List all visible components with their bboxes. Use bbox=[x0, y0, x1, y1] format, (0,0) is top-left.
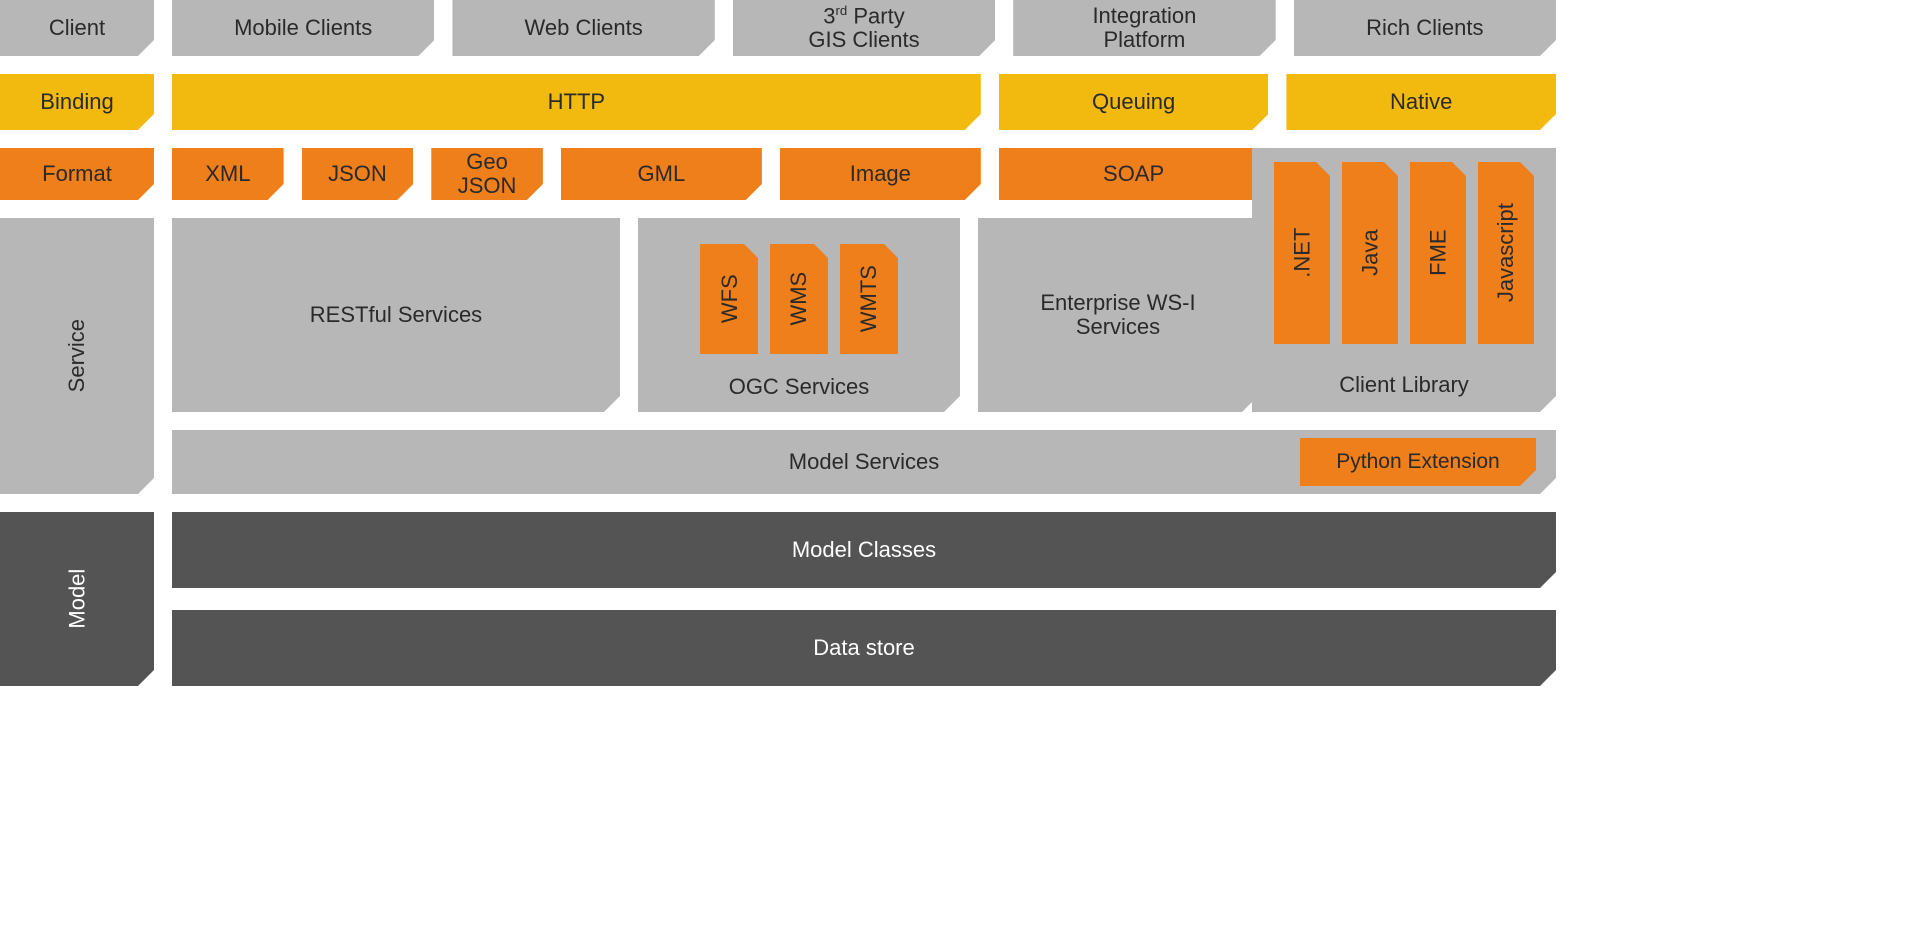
row-model: Model Model Classes Data store bbox=[0, 512, 1556, 686]
service-python-extension: Python Extension bbox=[1300, 438, 1536, 486]
ogc-wms: WMS bbox=[770, 244, 828, 354]
client-integration-platform: IntegrationPlatform bbox=[1013, 0, 1275, 56]
format-soap: SOAP bbox=[999, 148, 1269, 200]
clientlib-javascript: Javascript bbox=[1478, 162, 1534, 344]
format-geojson: GeoJSON bbox=[431, 148, 543, 200]
binding-queuing: Queuing bbox=[999, 74, 1269, 130]
row-label-model: Model bbox=[0, 512, 154, 686]
service-ogc: WFS WMS WMTS OGC Services bbox=[638, 218, 960, 412]
client-web: Web Clients bbox=[452, 0, 714, 56]
format-image: Image bbox=[780, 148, 981, 200]
service-enterprise-wsi: Enterprise WS-IServices bbox=[978, 218, 1258, 412]
format-xml: XML bbox=[172, 148, 284, 200]
model-services-line: Model Services Python Extension bbox=[172, 430, 1556, 494]
format-json: JSON bbox=[302, 148, 414, 200]
ogc-wmts: WMTS bbox=[840, 244, 898, 354]
row-label-client: Client bbox=[0, 0, 154, 56]
row-binding: Binding HTTP Queuing Native bbox=[0, 74, 1556, 130]
client-library-title: Client Library bbox=[1339, 372, 1469, 397]
row-client: Client Mobile Clients Web Clients 3rd Pa… bbox=[0, 0, 1556, 56]
architecture-diagram: Client Mobile Clients Web Clients 3rd Pa… bbox=[0, 0, 1556, 686]
ogc-wfs: WFS bbox=[700, 244, 758, 354]
row-label-binding: Binding bbox=[0, 74, 154, 130]
client-mobile: Mobile Clients bbox=[172, 0, 434, 56]
binding-http: HTTP bbox=[172, 74, 981, 130]
client-3rd-party-gis: 3rd PartyGIS Clients bbox=[733, 0, 995, 56]
format-and-services-wrap: Format XML JSON GeoJSON GML Image SOAP S… bbox=[0, 148, 1556, 494]
row-label-service: Service bbox=[0, 218, 154, 494]
format-list: XML JSON GeoJSON GML Image bbox=[172, 148, 981, 200]
model-datastore: Data store bbox=[172, 610, 1556, 686]
clientlib-dotnet: .NET bbox=[1274, 162, 1330, 344]
client-library: .NET Java FME Javascript Client Library bbox=[1252, 148, 1556, 412]
clientlib-fme: FME bbox=[1410, 162, 1466, 344]
model-classes: Model Classes bbox=[172, 512, 1556, 588]
ogc-title: OGC Services bbox=[729, 374, 870, 399]
row-label-format: Format bbox=[0, 148, 154, 200]
binding-native: Native bbox=[1286, 74, 1556, 130]
clientlib-java: Java bbox=[1342, 162, 1398, 344]
service-restful: RESTful Services bbox=[172, 218, 620, 412]
client-rich: Rich Clients bbox=[1294, 0, 1556, 56]
format-gml: GML bbox=[561, 148, 762, 200]
